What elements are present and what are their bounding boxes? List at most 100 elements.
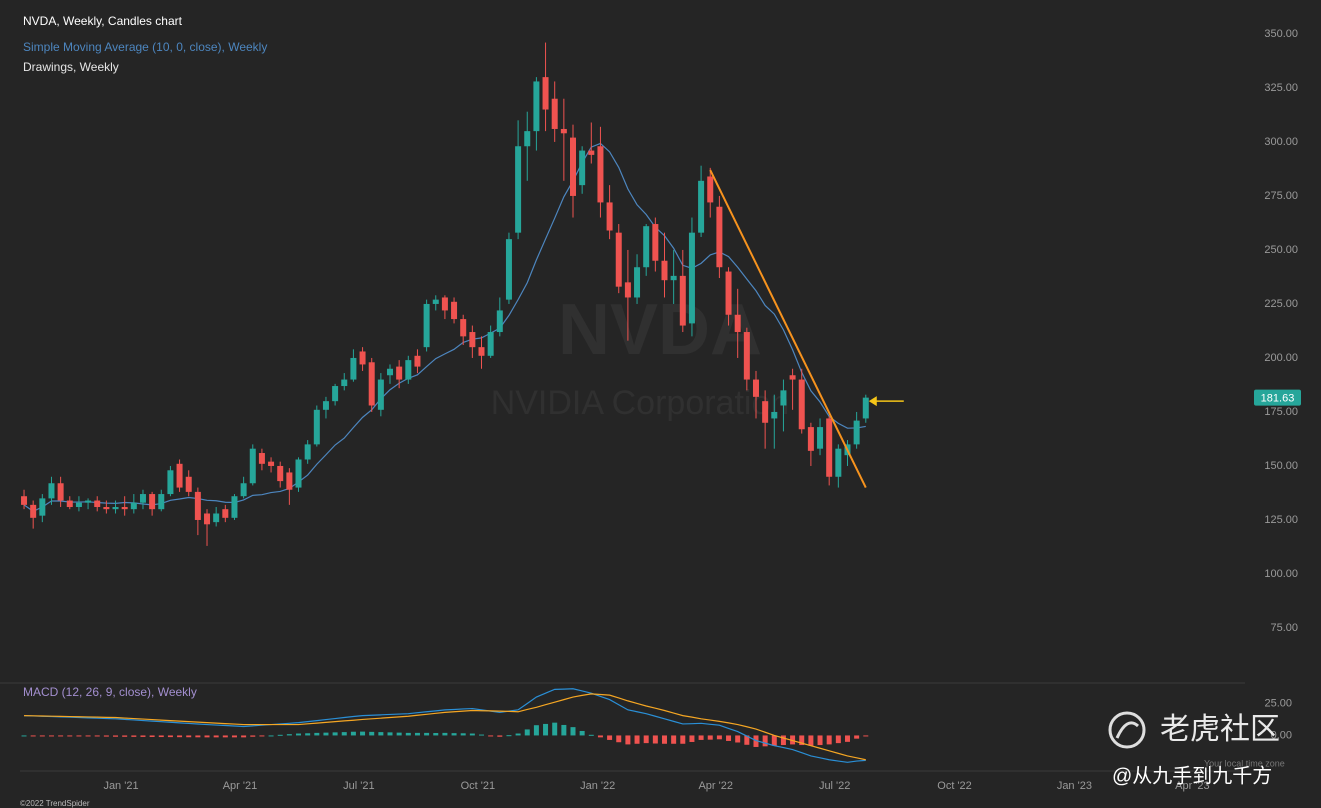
macd-histogram-bar bbox=[332, 732, 338, 736]
x-tick-label: Apr '22 bbox=[698, 780, 733, 792]
candle-body bbox=[771, 411, 778, 419]
macd-histogram-bar bbox=[67, 735, 73, 737]
macd-histogram-bar bbox=[323, 732, 329, 736]
macd-histogram-bar bbox=[561, 724, 567, 736]
macd-histogram-bar bbox=[241, 735, 247, 738]
macd-histogram-bar bbox=[771, 735, 777, 746]
candle-body bbox=[149, 494, 156, 510]
candle-body bbox=[21, 496, 28, 505]
macd-histogram-bar bbox=[680, 735, 686, 744]
overlay-author: @从九手到九千方 bbox=[1112, 764, 1272, 787]
candle-body bbox=[249, 448, 256, 484]
trendline bbox=[709, 169, 867, 489]
candle-body bbox=[377, 379, 384, 410]
candle-body bbox=[85, 500, 92, 503]
overlay-logo bbox=[1108, 711, 1146, 749]
overlay-brand: 老虎社区 bbox=[1160, 713, 1280, 746]
candle-body bbox=[414, 355, 421, 367]
macd-histogram-bar bbox=[634, 735, 640, 744]
y-tick-label: 325.00 bbox=[1264, 82, 1298, 94]
candle-body bbox=[167, 470, 174, 495]
macd-histogram-bar bbox=[726, 735, 732, 741]
candle-body bbox=[853, 420, 860, 445]
macd-histogram-bar bbox=[405, 732, 411, 736]
candle-body bbox=[423, 303, 430, 348]
y-tick-label: 225.00 bbox=[1264, 298, 1298, 310]
macd-histogram-bar bbox=[21, 735, 27, 737]
candle-body bbox=[679, 275, 686, 326]
candle-body bbox=[643, 226, 650, 268]
macd-histogram-bar bbox=[250, 735, 256, 737]
x-tick-label: Jul '22 bbox=[819, 780, 850, 792]
candle-body bbox=[185, 476, 192, 492]
candle-body bbox=[551, 98, 558, 129]
macd-histogram-bar bbox=[799, 735, 805, 746]
candle-body bbox=[560, 128, 567, 134]
candle-body bbox=[533, 81, 540, 132]
macd-histogram-bar bbox=[305, 733, 311, 736]
candle-body bbox=[39, 498, 46, 516]
candle-body bbox=[652, 224, 659, 261]
macd-histogram-bar bbox=[671, 735, 677, 744]
candle-body bbox=[826, 418, 833, 477]
candle-body bbox=[405, 360, 412, 380]
y-tick-label: 150.00 bbox=[1264, 460, 1298, 472]
macd-histogram-bar bbox=[780, 735, 786, 746]
candle-body bbox=[698, 180, 705, 233]
macd-histogram-bar bbox=[167, 735, 173, 738]
macd-histogram-bar bbox=[177, 735, 183, 738]
candle-body bbox=[258, 453, 265, 464]
macd-histogram-bar bbox=[451, 733, 457, 736]
candle-body bbox=[569, 137, 576, 196]
macd-histogram-bar bbox=[689, 735, 695, 742]
macd-histogram-bar bbox=[103, 735, 109, 737]
macd-histogram-bar bbox=[222, 735, 228, 738]
candle-body bbox=[75, 502, 82, 508]
macd-histogram-bar bbox=[113, 735, 119, 737]
candle-body bbox=[579, 150, 586, 186]
macd-histogram-bar bbox=[204, 735, 210, 738]
overlay-logo-stripe bbox=[1115, 721, 1140, 739]
y-tick-label: 175.00 bbox=[1264, 406, 1298, 418]
candle-body bbox=[505, 239, 512, 300]
macd-histogram-bar bbox=[826, 735, 832, 745]
candle-body bbox=[469, 332, 476, 348]
macd-histogram-bar bbox=[469, 733, 475, 736]
macd-histogram-bar bbox=[616, 735, 622, 743]
candle-body bbox=[396, 366, 403, 380]
macd-histogram-bar bbox=[186, 735, 192, 738]
macd-histogram-bar bbox=[707, 735, 713, 740]
candle-body bbox=[57, 483, 64, 501]
macd-histogram-bar bbox=[268, 735, 274, 737]
macd-histogram-bar bbox=[460, 733, 466, 736]
macd-line bbox=[24, 688, 866, 763]
candle-body bbox=[268, 461, 275, 466]
candle-body bbox=[789, 375, 796, 380]
candle-body bbox=[222, 509, 229, 518]
candle-body bbox=[524, 131, 531, 147]
macd-histogram-bar bbox=[588, 734, 594, 736]
candle-body bbox=[158, 494, 165, 510]
macd-histogram-bar bbox=[552, 722, 558, 736]
candle-body bbox=[277, 465, 284, 482]
candle-body bbox=[194, 491, 201, 520]
macd-histogram-bar bbox=[533, 725, 539, 736]
candle-body bbox=[322, 401, 329, 410]
candle-body bbox=[66, 500, 73, 508]
candle-body bbox=[817, 427, 824, 449]
candle-body bbox=[542, 77, 549, 110]
macd-histogram-bar bbox=[506, 735, 512, 737]
y-tick-label: 275.00 bbox=[1264, 190, 1298, 202]
candle-body bbox=[460, 319, 467, 337]
macd-histogram-bar bbox=[296, 733, 302, 736]
y-tick-label: 125.00 bbox=[1264, 514, 1298, 526]
sma-legend: Simple Moving Average (10, 0, close), We… bbox=[23, 40, 267, 54]
candle-body bbox=[780, 390, 787, 406]
macd-histogram-bar bbox=[76, 735, 82, 737]
candle-body bbox=[752, 379, 759, 397]
macd-histogram-bar bbox=[643, 735, 649, 744]
y-tick-label: 250.00 bbox=[1264, 244, 1298, 256]
timezone-note: Your local time zone bbox=[1204, 758, 1285, 768]
macd-histogram-bar bbox=[48, 735, 54, 737]
macd-histogram-bar bbox=[744, 735, 750, 745]
